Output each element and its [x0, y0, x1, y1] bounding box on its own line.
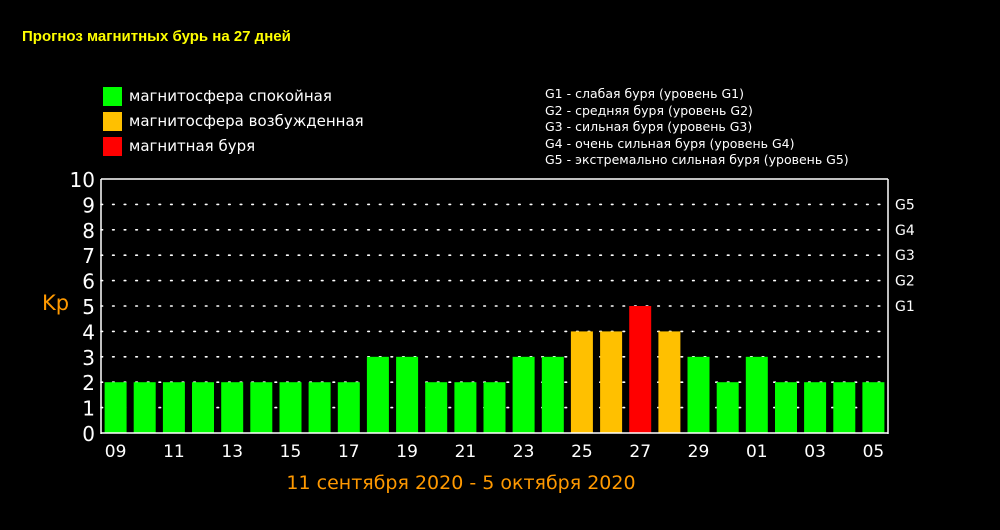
- right-axis-label-g4: G4: [895, 223, 915, 239]
- right-axis-label-g5: G5: [895, 197, 915, 213]
- y-axis-label: Kp: [42, 291, 69, 315]
- x-tick-label: 13: [221, 442, 243, 462]
- storm-levels: G1 - слабая буря (уровень G1) G2 - средн…: [545, 86, 849, 169]
- bar-15: [512, 356, 535, 433]
- bar-21: [687, 356, 710, 433]
- x-tick-label: 09: [105, 442, 127, 462]
- y-tick-label: 10: [70, 168, 95, 192]
- storm-level-g5: G5 - экстремально сильная буря (уровень …: [545, 152, 849, 167]
- x-tick-label: 11: [163, 442, 185, 462]
- right-axis-label-g1: G1: [895, 299, 915, 315]
- x-tick-label: 17: [338, 442, 360, 462]
- bar-2: [133, 382, 156, 433]
- legend-label-calm: магнитосфера спокойная: [129, 87, 332, 105]
- bar-14: [483, 382, 506, 433]
- bar-13: [454, 382, 477, 433]
- bar-3: [162, 382, 185, 433]
- storm-level-g4: G4 - очень сильная буря (уровень G4): [545, 135, 795, 151]
- storm-level-g3: G3 - сильная буря (уровень G3): [545, 119, 753, 134]
- x-tick-label: 19: [396, 442, 418, 462]
- right-axis-label-g3: G3: [895, 248, 915, 264]
- y-tick-label: 2: [82, 371, 95, 395]
- legend-item-excited: магнитосфера возбужденная: [103, 110, 364, 132]
- right-axis-label-g2: G2: [895, 274, 915, 290]
- bar-6: [250, 382, 273, 433]
- bar-22: [716, 382, 739, 433]
- bar-1: [104, 382, 127, 433]
- bar-9: [337, 382, 360, 433]
- x-axis-label: 11 сентября 2020 - 5 октября 2020: [286, 472, 635, 494]
- bar-8: [308, 382, 331, 433]
- x-tick-label: 25: [571, 442, 593, 462]
- x-tick-labels: 09 11 13 15 17 19 21 23 25 27 29 01 03 05: [105, 442, 884, 462]
- bar-25: [804, 382, 827, 433]
- axes: [100, 178, 889, 434]
- bar-4: [192, 382, 214, 433]
- x-tick-label: 29: [688, 442, 710, 462]
- bars: [104, 306, 885, 433]
- y-tick-label: 0: [82, 422, 95, 446]
- storm-level-g2: G2 - средняя буря (уровень G2): [545, 102, 753, 118]
- y-tick-label: 4: [82, 320, 95, 344]
- bar-23: [745, 356, 768, 433]
- y-tick-label: 9: [82, 193, 95, 217]
- x-tick-label: 05: [863, 442, 885, 462]
- y-tick-label: 8: [82, 219, 95, 243]
- page-title: Прогноз магнитных бурь на 27 дней: [22, 28, 291, 45]
- legend-item-calm: магнитосфера спокойная: [103, 85, 332, 107]
- bar-16: [541, 356, 564, 433]
- bar-18: [600, 331, 623, 433]
- bar-10: [366, 356, 389, 433]
- legend-label-storm: магнитная буря: [129, 137, 256, 155]
- legend-item-storm: магнитная буря: [103, 135, 255, 157]
- legend-label-excited: магнитосфера возбужденная: [129, 112, 364, 130]
- y-tick-label: 7: [82, 244, 95, 268]
- x-tick-label: 01: [746, 442, 768, 462]
- storm-level-g1: G1 - слабая буря (уровень G1): [545, 86, 744, 101]
- bar-7: [279, 382, 302, 433]
- bar-27: [862, 382, 885, 433]
- x-tick-label: 03: [804, 442, 826, 462]
- y-tick-label: 6: [82, 270, 95, 294]
- bar-24: [775, 382, 797, 433]
- bar-19: [629, 306, 652, 433]
- y-tick-label: 1: [82, 397, 95, 421]
- bar-26: [833, 382, 856, 433]
- right-axis-labels: G1 G2 G3 G4 G5: [895, 197, 915, 315]
- legend-swatch-excited: [103, 111, 122, 131]
- legend-swatch-storm: [103, 136, 122, 156]
- legend-swatch-calm: [103, 86, 122, 106]
- y-tick-label: 5: [82, 295, 95, 319]
- grid-lines: [100, 203, 889, 409]
- bar-11: [396, 356, 419, 433]
- x-tick-label: 27: [629, 442, 651, 462]
- bar-17: [570, 331, 593, 433]
- y-tick-label: 3: [82, 346, 95, 370]
- bar-12: [425, 382, 448, 433]
- x-tick-label: 21: [455, 442, 477, 462]
- x-tick-label: 15: [280, 442, 302, 462]
- x-tick-label: 23: [513, 442, 535, 462]
- bar-20: [658, 331, 681, 433]
- bar-5: [221, 382, 244, 433]
